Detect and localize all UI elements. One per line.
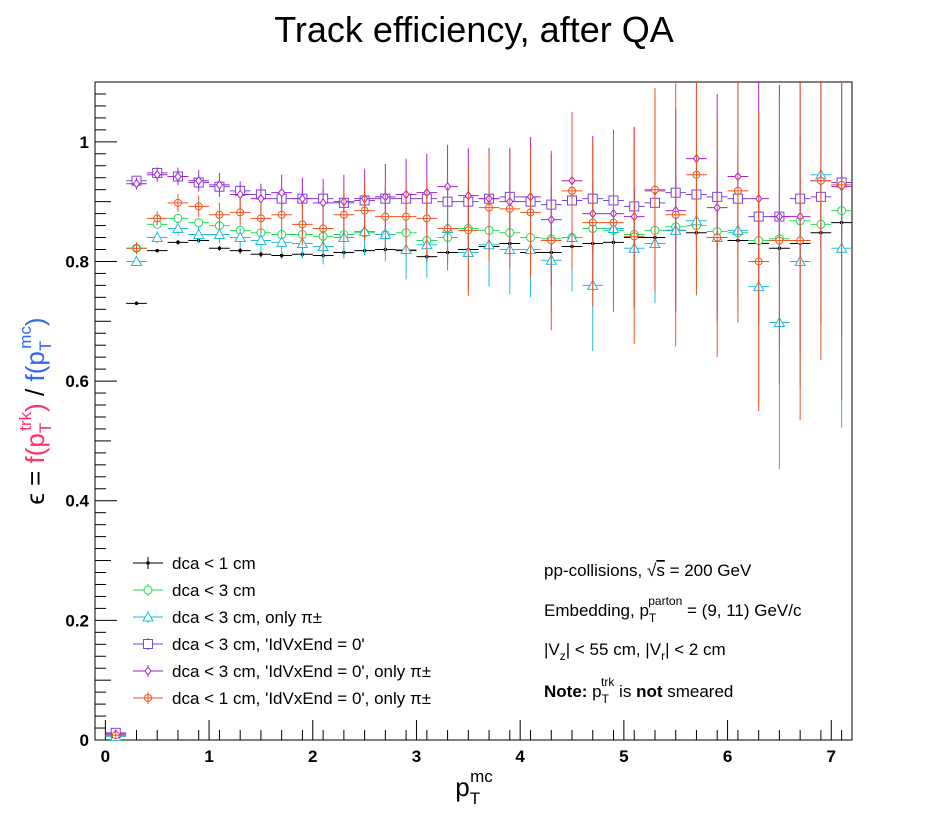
y-tick-label: 1	[80, 133, 89, 152]
data-point-marker	[192, 228, 205, 240]
annotation-note: Note: pTtrk is not smeared	[544, 675, 733, 706]
data-point-marker	[217, 246, 221, 250]
data-point-marker	[275, 236, 288, 247]
series-2	[105, 189, 852, 740]
data-point-marker	[151, 231, 164, 243]
data-point-marker	[176, 240, 180, 244]
legend: dca < 1 cm dca < 3 cm dca < 3 cm, only π± d…	[133, 554, 431, 708]
legend-entry-3: dca < 3 cm, only π±	[133, 608, 322, 627]
legend-label: dca < 3 cm, only π±	[172, 608, 322, 627]
y-tick-label: 0.6	[65, 372, 89, 391]
legend-marker	[143, 639, 153, 649]
data-point-marker	[195, 175, 203, 186]
series-6	[105, 82, 852, 740]
x-tick-label: 7	[827, 747, 836, 766]
data-point-marker	[172, 222, 184, 234]
data-point-marker	[173, 213, 183, 223]
data-point-marker	[257, 193, 265, 204]
legend-entry-6: dca < 1 cm, 'IdVxEnd = 0', only π±	[133, 689, 431, 708]
data-point-marker	[155, 249, 159, 253]
legend-entry-1: dca < 1 cm	[133, 554, 256, 573]
legend-label: dca < 1 cm, 'IdVxEnd = 0', only π±	[172, 689, 431, 708]
data-point-marker	[132, 178, 141, 189]
annotation-block: pp-collisions, √s = 200 GeV Embedding, p…	[544, 561, 802, 706]
legend-marker	[142, 610, 154, 622]
legend-marker	[146, 561, 150, 565]
x-tick-label: 6	[723, 747, 732, 766]
data-point-marker	[215, 180, 224, 190]
x-tick-label: 0	[101, 747, 110, 766]
data-point-marker	[130, 255, 143, 266]
legend-marker	[143, 585, 153, 595]
annotation-embedding: Embedding, pTparton = (9, 11) GeV/c	[544, 594, 802, 625]
data-point-marker	[298, 193, 307, 204]
series-layer	[105, 82, 852, 741]
legend-entry-5: dca < 3 cm, 'IdVxEnd = 0', only π±	[133, 662, 431, 681]
series-1	[105, 205, 852, 738]
legend-marker	[144, 666, 152, 676]
data-point-marker	[278, 187, 286, 198]
legend-label: dca < 3 cm	[172, 581, 256, 600]
data-point-marker	[234, 231, 247, 243]
data-point-marker	[153, 169, 161, 180]
legend-label: dca < 3 cm, 'IdVxEnd = 0', only π±	[172, 662, 431, 681]
x-axis-label: pTmc	[455, 767, 493, 808]
data-point-marker	[238, 249, 242, 253]
chart-title: Track efficiency, after QA	[274, 9, 673, 50]
legend-entry-4: dca < 3 cm, 'IdVxEnd = 0'	[133, 635, 365, 654]
data-point-marker	[255, 234, 267, 246]
y-tick-label: 0.2	[65, 611, 89, 630]
x-tick-label: 5	[619, 747, 628, 766]
annotation-vertex-cuts: |Vz| < 55 cm, |Vr| < 2 cm	[544, 640, 726, 663]
data-point-marker	[194, 218, 204, 228]
annotation-collisions: pp-collisions, √s = 200 GeV	[544, 561, 752, 580]
data-point-marker	[236, 189, 244, 200]
x-tick-label: 2	[308, 747, 317, 766]
data-point-marker	[174, 171, 182, 182]
x-tick-label: 3	[412, 747, 421, 766]
plot-frame	[94, 81, 853, 741]
y-axis-label: ϵ = f(pTtrk) / f(pTmc)	[16, 317, 55, 504]
data-point-marker	[134, 301, 138, 305]
data-point-marker	[280, 253, 284, 257]
axes: 0 1 2 3 4 5 6 7 0 0.2 0.4 0.6 0.8 1	[65, 93, 843, 766]
data-point-marker	[259, 252, 263, 256]
y-tick-label: 0.8	[65, 252, 89, 271]
legend-entry-2: dca < 3 cm	[133, 581, 256, 600]
x-tick-label: 1	[204, 747, 213, 766]
legend-label: dca < 1 cm	[172, 554, 256, 573]
y-tick-label: 0.4	[65, 492, 89, 511]
data-point-marker	[213, 228, 226, 240]
y-tick-label: 0	[80, 731, 89, 750]
legend-label: dca < 3 cm, 'IdVxEnd = 0'	[172, 635, 365, 654]
x-tick-label: 4	[515, 747, 525, 766]
